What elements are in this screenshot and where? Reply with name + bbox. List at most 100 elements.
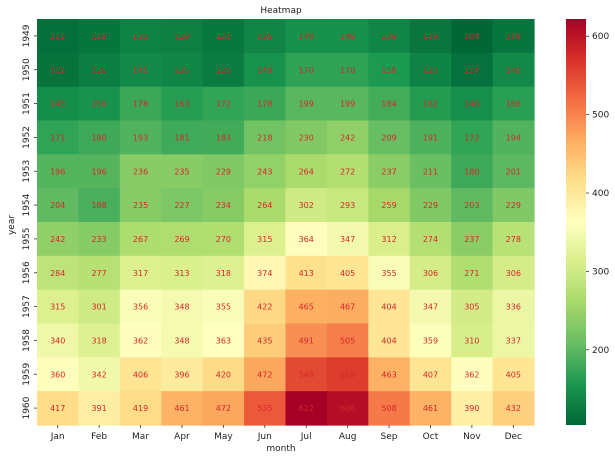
heatmap-cell-1960-May [202,391,245,426]
heatmap-cell-1953-Jan [37,154,80,189]
cell-label-1956-Nov: 271 [464,269,479,278]
y-tick-label: 1960 [22,396,32,419]
heatmap-cell-1950-May [202,52,245,88]
cell-label-1951-Mar: 178 [133,100,148,109]
cell-label-1957-Apr: 348 [174,303,189,312]
cell-label-1954-Jun: 264 [257,201,272,210]
cell-label-1960-Dec: 432 [506,404,521,413]
cell-label-1954-May: 234 [216,201,231,210]
heatmap-cell-1954-May [202,188,245,223]
heatmap-cell-1959-Oct [409,357,452,392]
cell-label-1955-Dec: 278 [506,235,521,244]
cell-label-1959-Nov: 362 [464,370,479,379]
heatmap-cell-1952-Jul [285,120,328,155]
cell-label-1950-Feb: 126 [91,66,106,75]
heatmap-cell-1959-Apr [161,357,204,392]
cell-label-1952-Sep: 209 [381,133,396,142]
cell-label-1950-Nov: 114 [464,66,479,75]
x-tick-label: Jul [300,432,312,442]
heatmap-cell-1955-Feb [78,222,121,257]
heatmap-cell-1954-Sep [368,188,411,223]
cell-label-1952-Jan: 171 [50,133,65,142]
cell-label-1959-Apr: 396 [174,370,189,379]
cell-label-1955-Jul: 364 [299,235,314,244]
cell-label-1957-May: 355 [216,303,231,312]
heatmap-cell-1953-Dec [492,154,535,189]
heatmap-cell-1956-Jun [244,255,287,291]
heatmap-cell-1952-Mar [119,120,162,155]
heatmap-cell-1953-Nov [451,154,494,189]
x-axis-ticks: Jan Feb Mar Apr May Jun Jul Aug Sep Oct Nov Dec [50,425,522,442]
cell-label-1958-May: 363 [216,336,231,345]
cell-labels: 112 118 132 129 121 135 148 148 136 119 104 118 115 1… [50,32,521,413]
heatmap-cell-1958-Feb [78,323,121,358]
heatmap-cell-1960-Jan [37,391,80,426]
cell-label-1953-Oct: 211 [423,167,438,176]
heatmap-cell-1949-Jun [244,19,287,54]
heatmap-cell-1957-Oct [409,289,452,325]
cell-label-1958-Sep: 404 [381,336,396,345]
heatmap-cell-1957-Feb [78,289,121,325]
heatmap-cell-1957-Jun [244,289,287,325]
heatmap-cell-1953-Aug [326,154,369,189]
heatmap-cell-1951-Jan [37,86,80,122]
cell-label-1960-Jul: 622 [299,404,314,413]
y-tick-label: 1951 [22,92,32,115]
cell-label-1953-Dec: 201 [506,167,521,176]
cell-label-1959-Dec: 405 [506,370,521,379]
heatmap-cell-1959-Jan [37,357,80,392]
heatmap-cell-1960-Mar [119,391,162,426]
heatmap-cell-1958-Aug [326,323,369,358]
cell-label-1958-Nov: 310 [464,336,479,345]
y-tick-label: 1949 [22,24,32,47]
cell-label-1951-Apr: 163 [174,100,189,109]
heatmap-cell-1960-Jun [244,391,287,426]
heatmap-cell-1950-Aug [326,52,369,88]
colorbar [566,19,586,425]
chart-title: Heatmap [260,6,302,16]
heatmap-cell-1949-Mar [119,19,162,54]
heatmap-cell-1955-Jan [37,222,80,257]
cell-label-1954-Oct: 229 [423,201,438,210]
x-tick-label: Jan [50,432,65,442]
colorbar-tick-label: 300 [592,267,609,277]
y-tick-label: 1953 [22,160,32,183]
cell-label-1959-Mar: 406 [133,370,148,379]
heatmap-cell-1955-Aug [326,222,369,257]
cell-label-1960-May: 472 [216,404,231,413]
heatmap-cell-1950-Feb [78,52,121,88]
cell-label-1957-Jul: 465 [299,303,314,312]
heatmap-cell-1956-Feb [78,255,121,291]
heatmap-cell-1954-Jan [37,188,80,223]
heatmap-cell-1950-Mar [119,52,162,88]
cell-label-1950-Jul: 170 [299,66,314,75]
cell-label-1951-Oct: 162 [423,100,438,109]
cell-label-1952-Apr: 181 [174,133,189,142]
cell-label-1949-Sep: 136 [381,32,396,41]
heatmap-cell-1951-Feb [78,86,121,122]
x-axis-label: month [266,444,295,454]
x-tick-label: May [214,432,233,442]
heatmap-cell-1949-Aug [326,19,369,54]
heatmap-cell-1956-May [202,255,245,291]
cell-label-1953-Apr: 235 [174,167,189,176]
heatmap-cell-1949-Dec [492,19,535,54]
cell-label-1960-Jan: 417 [50,404,65,413]
heatmap-cell-1951-Jul [285,86,328,122]
cell-label-1952-May: 183 [216,133,231,142]
cell-label-1949-Mar: 132 [133,32,148,41]
cell-label-1949-Dec: 118 [506,32,521,41]
heatmap-cell-1954-Feb [78,188,121,223]
heatmap-cell-1955-Jun [244,222,287,257]
cell-label-1955-Aug: 347 [340,235,355,244]
y-tick-label: 1955 [22,227,32,250]
y-tick-label: 1959 [22,363,32,386]
cell-label-1958-Jul: 491 [299,336,314,345]
cell-label-1952-Dec: 194 [506,133,521,142]
cell-label-1953-Sep: 237 [381,167,396,176]
heatmap-cell-1960-Dec [492,391,535,426]
cell-label-1960-Nov: 390 [464,404,479,413]
cell-label-1954-Nov: 203 [464,201,479,210]
heatmap-cell-1952-Apr [161,120,204,155]
cell-label-1956-Feb: 277 [91,269,106,278]
